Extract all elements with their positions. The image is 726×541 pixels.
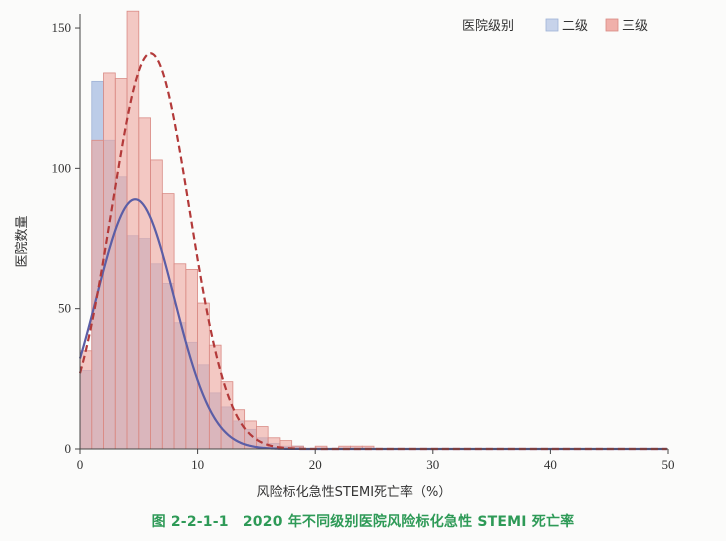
x-tick-label: 40	[544, 457, 557, 472]
figure-caption: 图 2-2-1-1 2020 年不同级别医院风险标化急性 STEMI 死亡率	[151, 514, 575, 530]
x-tick-label: 50	[662, 457, 675, 472]
x-tick-label: 30	[426, 457, 439, 472]
x-tick-label: 10	[191, 457, 204, 472]
bar	[150, 159, 163, 450]
legend-label: 二级	[562, 19, 588, 34]
bar	[208, 344, 222, 450]
x-tick-label: 0	[77, 457, 84, 472]
y-tick-label: 150	[52, 20, 72, 35]
bar	[197, 302, 210, 450]
bar	[220, 381, 234, 450]
legend-swatch	[545, 18, 559, 32]
y-axis-title: 医院数量	[15, 215, 30, 267]
bar	[161, 193, 175, 450]
y-tick-label: 100	[52, 160, 72, 175]
legend-label: 三级	[622, 19, 648, 34]
legend-swatch	[605, 18, 619, 32]
bar	[79, 350, 93, 450]
x-axis-title: 风险标化急性STEMI死亡率（%）	[257, 484, 452, 500]
x-tick-label: 20	[309, 457, 322, 472]
legend: 医院级别 二级 三级	[462, 18, 648, 34]
histogram-bars	[79, 10, 375, 450]
legend-title: 医院级别	[462, 19, 514, 34]
y-tick-label: 0	[65, 441, 72, 456]
series-1-bars	[79, 10, 375, 450]
y-tick-label: 50	[58, 301, 71, 316]
bar	[173, 263, 187, 450]
bar	[138, 117, 151, 450]
bar	[255, 426, 269, 450]
axes: 0 10 20 30 40 50 0 50 100 150 风险标化急性STEMI死亡率（%） 医院数…	[15, 14, 675, 500]
